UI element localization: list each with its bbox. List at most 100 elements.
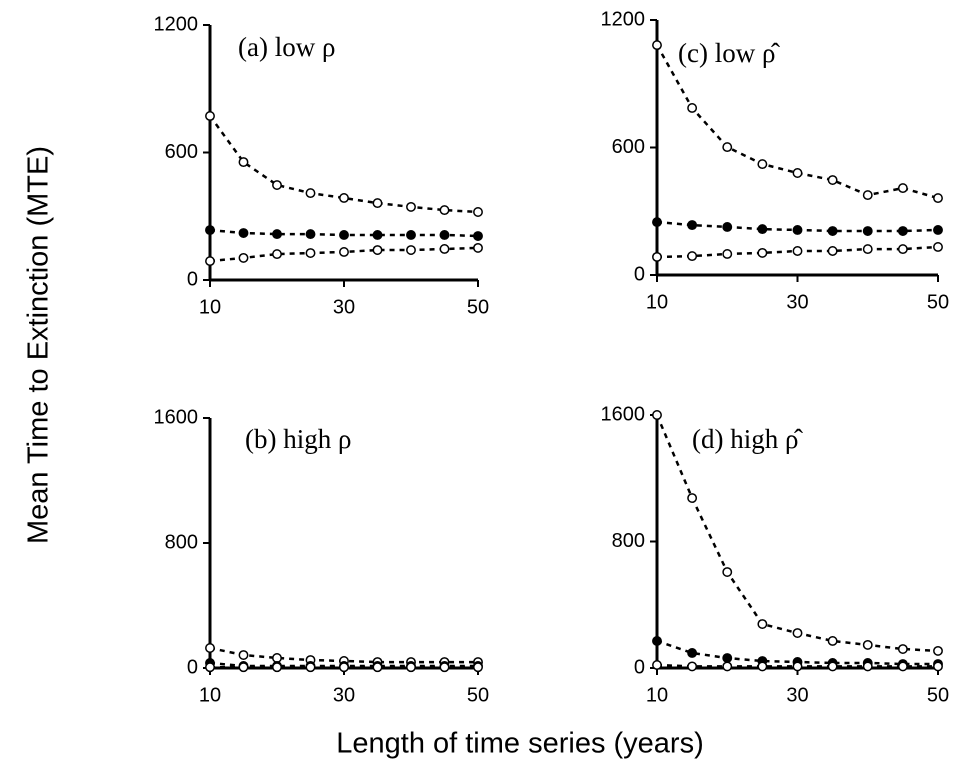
data-point: [687, 648, 698, 658]
x-tick-label: 10: [646, 684, 668, 706]
panel-title: (a) low ρ: [238, 32, 335, 62]
data-point: [238, 157, 249, 168]
data-point: [205, 643, 215, 653]
y-tick-label: 0: [634, 263, 645, 285]
x-tick-label: 10: [199, 296, 221, 318]
data-point: [757, 159, 768, 170]
y-tick-label: 1600: [601, 403, 646, 425]
data-point: [897, 244, 908, 255]
data-point: [827, 226, 838, 236]
x-tick-label: 30: [786, 684, 808, 706]
data-point: [652, 251, 662, 262]
data-point: [897, 226, 908, 236]
data-point: [238, 650, 249, 660]
series-line: [208, 115, 479, 214]
x-tick-label: 10: [646, 291, 668, 313]
panel-title: (c) low ρ̂: [678, 38, 780, 68]
data-point: [439, 244, 450, 254]
data-point: [827, 175, 838, 185]
data-point: [792, 168, 803, 178]
data-point: [897, 183, 908, 194]
data-point: [406, 201, 416, 212]
data-point: [339, 193, 349, 203]
data-point: [339, 247, 349, 257]
x-tick-label: 50: [927, 291, 949, 313]
data-point: [272, 653, 282, 663]
data-point: [827, 636, 838, 646]
data-point: [827, 246, 838, 256]
data-point: [933, 225, 943, 235]
x-tick-label: 30: [786, 291, 808, 313]
y-tick-label: 600: [165, 141, 198, 163]
y-tick-label: 800: [612, 530, 645, 552]
data-point: [272, 229, 282, 240]
data-point: [792, 628, 803, 639]
data-point: [652, 217, 662, 228]
data-point: [305, 188, 316, 199]
data-point: [933, 645, 943, 656]
y-tick-label: 1600: [154, 406, 199, 428]
data-point: [406, 230, 416, 240]
data-point: [933, 193, 943, 204]
y-tick-label: 0: [634, 656, 645, 678]
x-tick-label: 50: [467, 296, 489, 318]
data-point: [792, 661, 803, 672]
data-point: [339, 662, 349, 673]
data-point: [439, 205, 450, 216]
data-point: [862, 226, 873, 236]
data-point: [238, 228, 249, 238]
data-point: [933, 242, 943, 252]
data-point: [862, 639, 873, 650]
data-point: [652, 660, 662, 670]
data-point: [473, 231, 483, 241]
data-point: [372, 662, 383, 673]
data-point: [862, 244, 873, 255]
data-point: [473, 207, 483, 217]
y-axis-label: Mean Time to Extinction (MTE): [23, 146, 55, 544]
x-axis-label: Length of time series (years): [336, 728, 703, 760]
data-point: [205, 111, 215, 121]
data-point: [238, 662, 249, 673]
data-point: [722, 222, 733, 232]
data-point: [792, 225, 803, 235]
data-point: [862, 661, 873, 672]
y-tick-label: 1200: [154, 13, 199, 35]
data-point: [897, 644, 908, 654]
data-point: [687, 493, 698, 503]
data-point: [238, 252, 249, 263]
data-point: [933, 661, 943, 672]
data-point: [687, 251, 698, 262]
data-point: [305, 662, 316, 673]
data-point: [652, 636, 662, 646]
data-point: [687, 220, 698, 231]
data-point: [722, 142, 733, 153]
y-tick-label: 0: [187, 656, 198, 678]
data-point: [439, 662, 450, 673]
data-point: [205, 662, 215, 673]
data-point: [205, 256, 215, 267]
data-point: [372, 230, 383, 240]
data-point: [272, 662, 282, 673]
data-point: [205, 225, 215, 236]
data-point: [827, 661, 838, 672]
data-point: [652, 410, 662, 420]
data-point: [722, 249, 733, 259]
y-tick-label: 800: [165, 531, 198, 553]
data-point: [757, 661, 768, 672]
data-point: [722, 653, 733, 663]
x-tick-label: 50: [927, 684, 949, 706]
y-tick-label: 600: [612, 136, 645, 158]
data-point: [722, 661, 733, 672]
data-point: [406, 245, 416, 255]
x-tick-label: 10: [199, 684, 221, 706]
panel-title: (d) high ρ̂: [692, 424, 803, 454]
data-point: [406, 662, 416, 673]
data-point: [897, 661, 908, 672]
data-point: [272, 180, 282, 190]
data-point: [687, 661, 698, 672]
data-point: [305, 248, 316, 258]
x-tick-label: 30: [333, 684, 355, 706]
data-point: [372, 245, 383, 255]
panel-title: (b) high ρ: [245, 424, 351, 454]
